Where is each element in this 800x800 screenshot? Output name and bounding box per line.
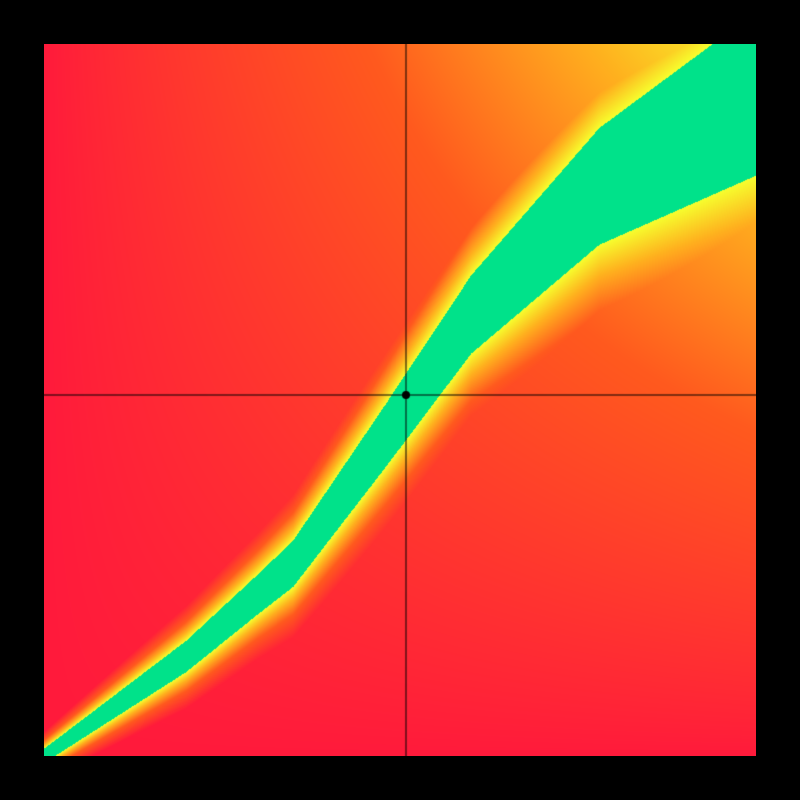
watermark-text: TheBottleneck.com [531, 18, 752, 46]
chart-container: TheBottleneck.com [0, 0, 800, 800]
bottleneck-heatmap [44, 44, 756, 756]
